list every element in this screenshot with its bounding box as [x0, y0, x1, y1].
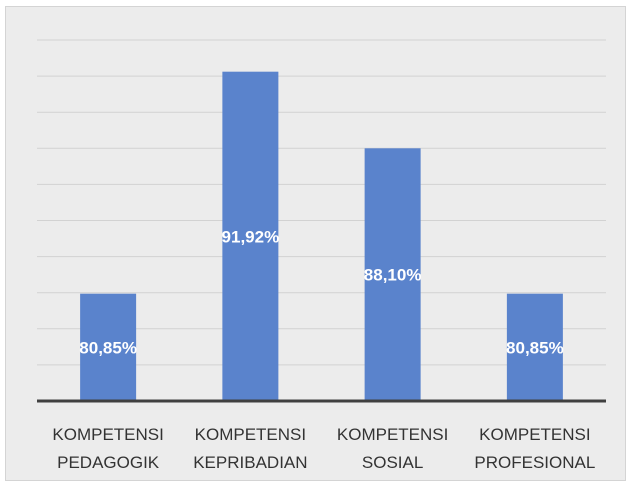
data-label-1: 80,85%	[79, 338, 137, 357]
x-tick-label-4: KOMPETENSI PROFESIONAL	[474, 425, 595, 472]
data-labels: 80,85% 91,92% 88,10% 80,85%	[79, 227, 563, 357]
x-tick-label-1: KOMPETENSI PEDAGOGIK	[52, 425, 163, 472]
x-tick-labels: KOMPETENSI PEDAGOGIK KOMPETENSI KEPRIBADIAN…	[52, 425, 595, 472]
data-label-2: 91,92%	[222, 227, 280, 246]
bar-4	[506, 293, 563, 401]
bar-1	[80, 293, 137, 401]
x-tick-label-3: KOMPETENSI SOSIAL	[337, 425, 448, 472]
bars	[80, 71, 563, 401]
bar-3	[364, 148, 421, 401]
data-label-3: 88,10%	[364, 266, 422, 285]
x-tick-label-2: KOMPETENSI KEPRIBADIAN	[193, 425, 307, 472]
data-label-4: 80,85%	[506, 338, 564, 357]
bar-2	[222, 71, 279, 401]
